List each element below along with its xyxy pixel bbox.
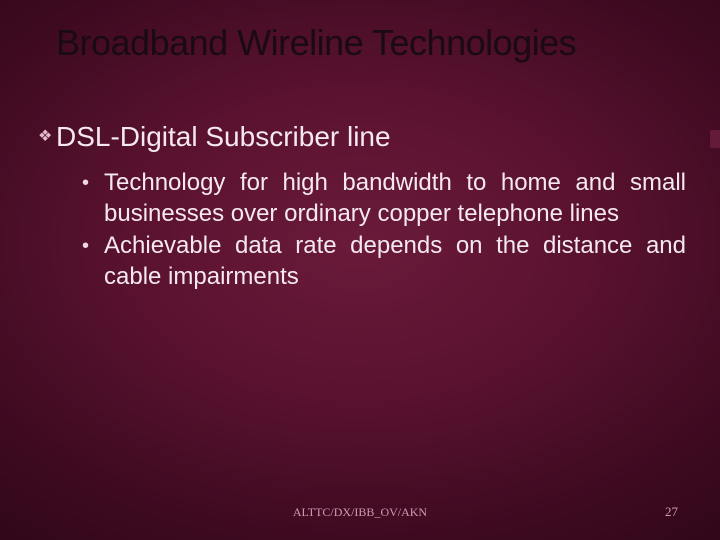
dot-bullet-icon: •: [82, 168, 104, 198]
page-number: 27: [665, 504, 678, 520]
sublist: • Technology for high bandwidth to home …: [82, 168, 686, 293]
slide-title: Broadband Wireline Technologies: [56, 22, 690, 63]
accent-bar: [710, 130, 720, 148]
diamond-bullet-icon: ❖: [38, 120, 56, 154]
list-item-text: Technology for high bandwidth to home an…: [104, 168, 686, 229]
list-item: ❖ DSL-Digital Subscriber line: [38, 120, 690, 154]
dot-bullet-icon: •: [82, 231, 104, 261]
slide-body: ❖ DSL-Digital Subscriber line • Technolo…: [38, 120, 690, 295]
list-item: • Technology for high bandwidth to home …: [82, 168, 686, 229]
list-item: • Achievable data rate depends on the di…: [82, 231, 686, 292]
slide: Broadband Wireline Technologies ❖ DSL-Di…: [0, 0, 720, 540]
footer-reference: ALTTC/DX/IBB_OV/AKN: [0, 505, 720, 520]
list-item-text: Achievable data rate depends on the dist…: [104, 231, 686, 292]
list-item-text: DSL-Digital Subscriber line: [56, 120, 690, 154]
